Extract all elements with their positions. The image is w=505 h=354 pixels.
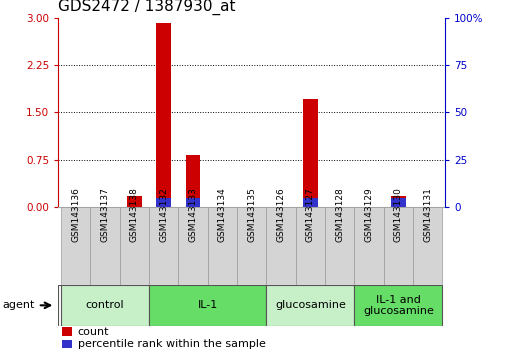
Bar	[149, 285, 266, 326]
Text: GSM143129: GSM143129	[364, 187, 373, 242]
Text: percentile rank within the sample: percentile rank within the sample	[77, 339, 265, 349]
Bar	[354, 207, 383, 285]
Bar	[302, 198, 317, 207]
Text: GSM143127: GSM143127	[306, 187, 314, 242]
Bar	[383, 207, 412, 285]
Text: GSM143128: GSM143128	[334, 187, 343, 242]
Text: IL-1 and
glucosamine: IL-1 and glucosamine	[362, 295, 433, 316]
Text: GSM143133: GSM143133	[188, 187, 197, 242]
Bar	[90, 207, 120, 285]
Text: GSM143135: GSM143135	[247, 187, 256, 242]
Bar	[266, 207, 295, 285]
Text: control: control	[86, 300, 124, 310]
Bar	[237, 207, 266, 285]
Text: GSM143126: GSM143126	[276, 187, 285, 242]
Bar	[354, 285, 441, 326]
Bar	[62, 327, 72, 336]
Text: glucosamine: glucosamine	[274, 300, 345, 310]
Bar	[178, 207, 208, 285]
Text: GSM143130: GSM143130	[393, 187, 402, 242]
Text: GSM143131: GSM143131	[422, 187, 431, 242]
Bar	[185, 155, 200, 207]
Bar	[208, 207, 236, 285]
Bar	[390, 196, 405, 207]
Text: GDS2472 / 1387930_at: GDS2472 / 1387930_at	[58, 0, 235, 15]
Bar	[156, 198, 171, 207]
Text: GSM143134: GSM143134	[218, 187, 226, 242]
Bar	[302, 98, 317, 207]
Text: count: count	[77, 327, 109, 337]
Bar	[390, 198, 405, 207]
Bar	[324, 207, 353, 285]
Bar	[295, 207, 324, 285]
Bar	[61, 207, 90, 285]
Text: IL-1: IL-1	[197, 300, 218, 310]
Bar	[127, 196, 141, 207]
Text: agent: agent	[3, 300, 35, 310]
Text: GSM143138: GSM143138	[130, 187, 139, 242]
Bar	[62, 340, 72, 348]
Bar	[185, 198, 200, 207]
Text: GSM143137: GSM143137	[100, 187, 110, 242]
Bar	[61, 285, 149, 326]
Bar	[412, 207, 441, 285]
Text: GSM143136: GSM143136	[71, 187, 80, 242]
Text: GSM143132: GSM143132	[159, 187, 168, 242]
Bar	[149, 207, 178, 285]
Bar	[266, 285, 353, 326]
Bar	[156, 23, 171, 207]
Bar	[120, 207, 149, 285]
